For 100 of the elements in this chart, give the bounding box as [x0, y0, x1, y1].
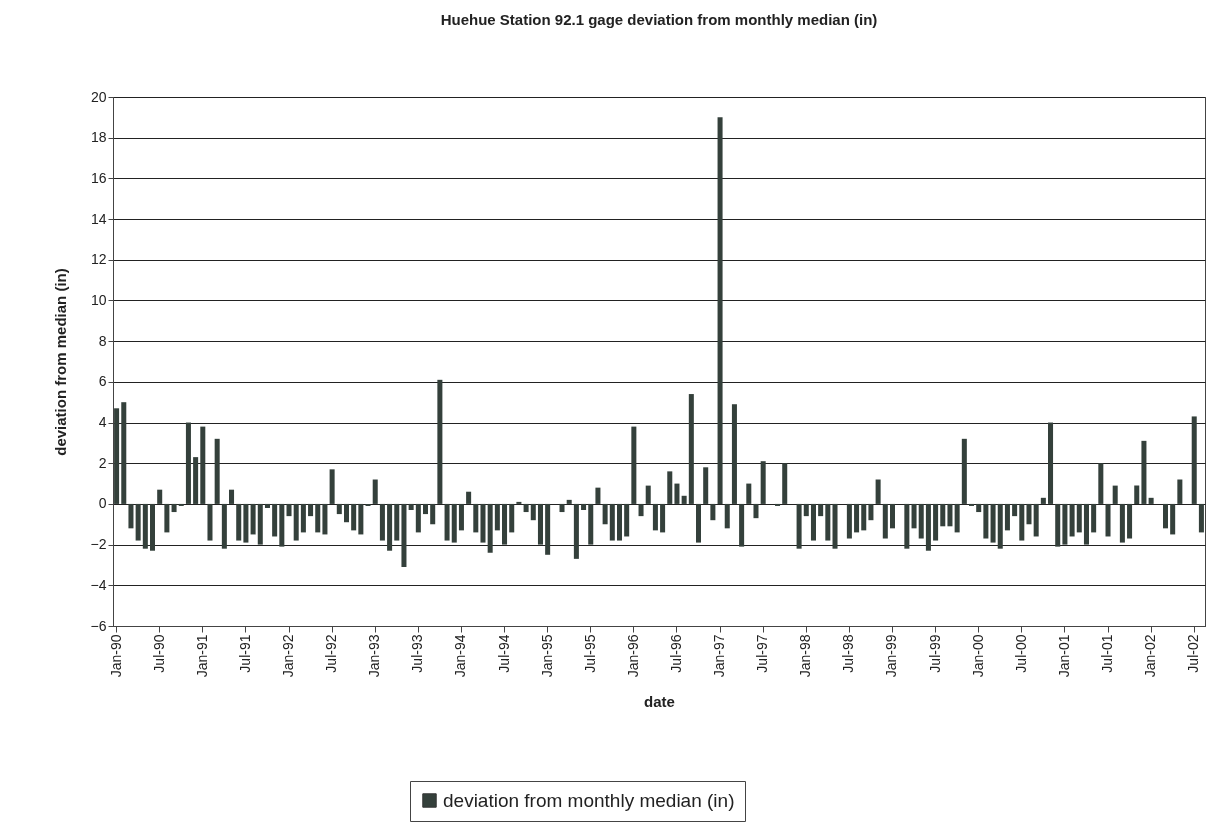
y-tick-label: 10 [90, 291, 107, 308]
y-tick-label: −2 [90, 536, 107, 553]
bar [581, 503, 587, 511]
bar [308, 503, 314, 517]
x-tick-label: Jul-02 [1185, 634, 1202, 673]
bar [272, 503, 278, 537]
bar [336, 503, 342, 515]
bar [688, 394, 694, 504]
bar [523, 503, 529, 513]
bar [588, 503, 594, 545]
bar [502, 503, 508, 545]
bar [1177, 479, 1183, 504]
x-tick-label: Jan-90 [107, 634, 124, 678]
y-tick-label: 0 [98, 495, 107, 512]
bar [365, 503, 371, 506]
bar [1119, 503, 1125, 543]
y-tick-label: 16 [90, 169, 107, 186]
y-tick-label: 20 [90, 88, 107, 105]
bar [257, 503, 263, 545]
bar [185, 422, 191, 504]
bar [315, 503, 321, 533]
x-tick-label: Jan-94 [452, 634, 469, 678]
bar [660, 503, 666, 533]
bar [559, 503, 565, 513]
y-tick-label: 4 [98, 414, 107, 431]
bar [595, 487, 601, 504]
bar [394, 503, 400, 541]
bar [480, 503, 486, 543]
bar [904, 503, 910, 549]
bar [652, 503, 658, 531]
bar [1127, 503, 1133, 539]
bar [408, 503, 414, 511]
bar [1091, 503, 1097, 533]
chart-title: Huehue Station 92.1 gage deviation from monthly median (in) [440, 11, 878, 28]
bar [494, 503, 500, 531]
bar [731, 404, 737, 504]
bar [760, 461, 766, 504]
bar [696, 503, 702, 543]
bar [724, 503, 730, 529]
bar [293, 503, 299, 541]
bar [537, 503, 543, 545]
bar [703, 467, 709, 504]
bar [616, 503, 622, 541]
bar [638, 503, 644, 517]
y-tick-label: 12 [90, 251, 107, 268]
bar [997, 503, 1003, 549]
x-tick-label: Jan-96 [624, 634, 641, 678]
x-tick-label: Jan-93 [366, 634, 383, 678]
bar [645, 485, 651, 504]
bar [509, 503, 515, 533]
x-tick-label: Jul-92 [323, 634, 340, 673]
x-tick-label: Jul-00 [1012, 634, 1029, 673]
x-tick-label: Jan-92 [280, 634, 297, 678]
bar [473, 503, 479, 533]
bar [846, 503, 852, 539]
bar [430, 503, 436, 525]
x-tick-label: Jan-97 [711, 634, 728, 678]
x-tick-label: Jul-91 [236, 634, 253, 673]
x-tick-label: Jul-99 [926, 634, 943, 673]
bar [423, 503, 429, 515]
bar [1019, 503, 1025, 541]
x-tick-label: Jul-98 [840, 634, 857, 673]
x-tick-label: Jan-00 [969, 634, 986, 678]
bar [530, 503, 536, 521]
bar [1055, 503, 1061, 547]
bar [825, 503, 831, 541]
bar [516, 501, 522, 504]
bar [128, 503, 134, 529]
y-tick-label: 8 [98, 332, 107, 349]
bar [573, 503, 579, 559]
x-tick-label: Jul-94 [495, 634, 512, 673]
bar [444, 503, 450, 541]
y-tick-label: −6 [90, 617, 107, 634]
x-tick-label: Jul-97 [754, 634, 771, 673]
bar [976, 503, 982, 513]
bar [379, 503, 385, 541]
bar [1012, 503, 1018, 517]
bar [487, 503, 493, 553]
bar [401, 503, 407, 567]
bar [157, 489, 163, 504]
y-axis-title: deviation from median (in) [51, 268, 69, 456]
bar [803, 503, 809, 517]
bar [868, 503, 874, 521]
bar [142, 503, 148, 549]
bar [925, 503, 931, 551]
x-tick-label: Jan-99 [883, 634, 900, 678]
bar [810, 503, 816, 541]
bar [1198, 503, 1204, 533]
bar [854, 503, 860, 533]
bar [667, 471, 673, 504]
bar [387, 503, 393, 551]
bar [114, 408, 120, 504]
bar [990, 503, 996, 543]
x-tick-label: Jan-98 [797, 634, 814, 678]
bar [466, 491, 472, 504]
bar [983, 503, 989, 539]
bar [279, 503, 285, 547]
x-tick-label: Jan-02 [1142, 634, 1159, 678]
bar [602, 503, 608, 525]
bar [947, 503, 953, 527]
